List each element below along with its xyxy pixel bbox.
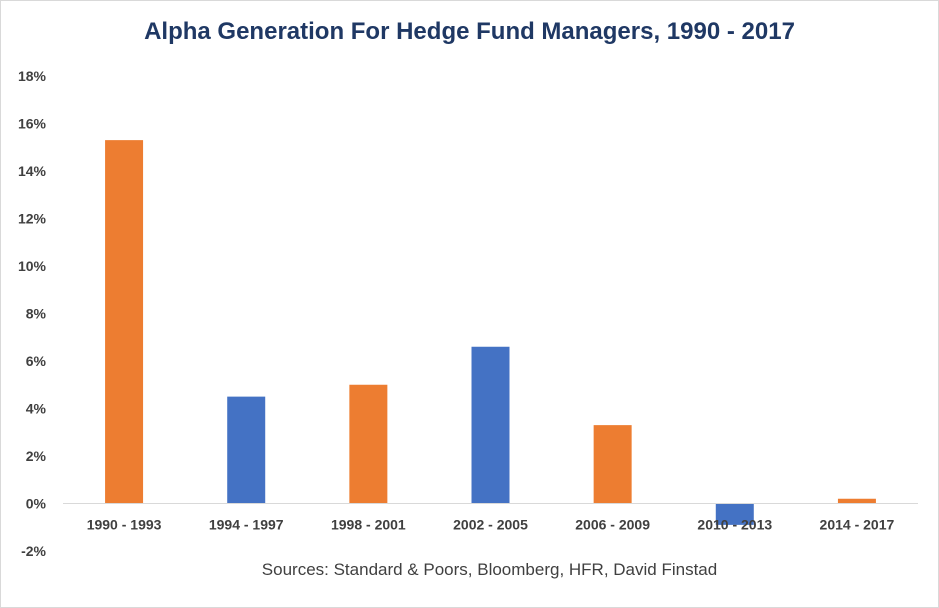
x-tick-label: 2014 - 2017: [820, 517, 895, 533]
chart-title: Alpha Generation For Hedge Fund Managers…: [144, 18, 795, 45]
x-tick-label: 1998 - 2001: [331, 517, 406, 533]
bar: [105, 140, 144, 504]
chart-source-note: Sources: Standard & Poors, Bloomberg, HF…: [261, 560, 718, 579]
y-tick-label: 18%: [18, 68, 47, 84]
y-tick-label: -2%: [21, 543, 46, 559]
x-tick-label: 2006 - 2009: [575, 517, 650, 533]
bar: [593, 425, 632, 504]
x-tick-label: 2010 - 2013: [697, 517, 772, 533]
bar: [471, 346, 510, 504]
x-tick-label: 2002 - 2005: [453, 517, 528, 533]
x-axis-ticks: 1990 - 1993 1994 - 1997 1998 - 2001 2002 - …: [87, 517, 895, 533]
bar: [349, 384, 388, 504]
y-tick-label: 6%: [26, 353, 47, 369]
bar: [227, 396, 266, 504]
y-axis-ticks: -2% 0% 2% 4% 6% 8% 10% 12% 14% 16% 18%: [18, 68, 47, 559]
y-tick-label: 0%: [26, 496, 47, 512]
x-tick-label: 1990 - 1993: [87, 517, 162, 533]
y-tick-label: 12%: [18, 211, 47, 227]
y-tick-label: 8%: [26, 306, 47, 322]
y-tick-label: 2%: [26, 448, 47, 464]
x-tick-label: 1994 - 1997: [209, 517, 284, 533]
bar: [715, 503, 754, 525]
bars: [105, 140, 876, 525]
y-tick-label: 10%: [18, 258, 47, 274]
y-tick-label: 4%: [26, 401, 47, 417]
bar: [837, 498, 876, 504]
y-tick-label: 16%: [18, 116, 47, 132]
y-tick-label: 14%: [18, 163, 47, 179]
